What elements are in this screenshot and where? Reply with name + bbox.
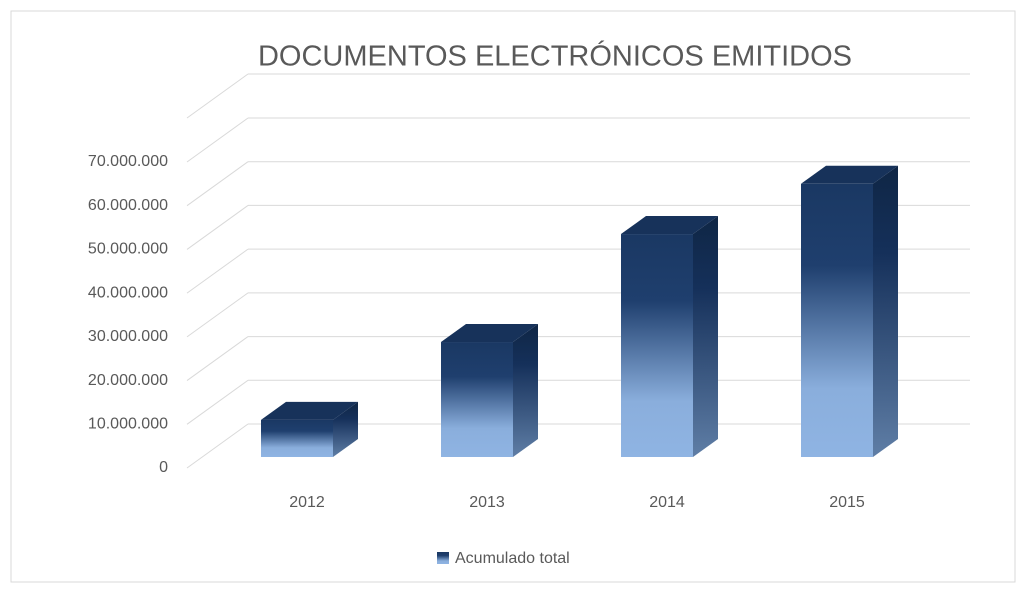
- grid-line-diagonal: [186, 336, 249, 381]
- grid-line-diagonal: [186, 379, 249, 425]
- y-tick-label: 20.000.000: [88, 372, 168, 389]
- y-tick-label: 30.000.000: [88, 328, 168, 345]
- y-tick-label: 40.000.000: [88, 284, 168, 301]
- y-tick-label: 0: [159, 459, 168, 476]
- grid-line-diagonal: [186, 161, 249, 207]
- y-tick-label: 10.000.000: [88, 416, 168, 433]
- bar-top: [261, 401, 358, 420]
- x-tick-label: 2012: [289, 494, 325, 511]
- bar-top: [441, 324, 538, 343]
- bar: [801, 183, 873, 458]
- y-tick-label: 50.000.000: [88, 241, 168, 258]
- bar-top: [621, 216, 718, 235]
- bar: [441, 342, 513, 457]
- bar-side: [513, 324, 538, 457]
- grid-line-diagonal: [186, 205, 249, 250]
- bar-side: [333, 401, 358, 457]
- legend-swatch: [437, 552, 449, 564]
- bar-top: [801, 165, 898, 184]
- grid-line-diagonal: [186, 248, 249, 294]
- bar-side: [693, 216, 718, 457]
- x-tick-label: 2013: [469, 494, 505, 511]
- legend-label: Acumulado total: [455, 550, 570, 567]
- chart-title: DOCUMENTOS ELECTRÓNICOS EMITIDOS: [258, 40, 852, 73]
- grid-line-diagonal: [186, 117, 249, 163]
- grid-line-diagonal: [186, 423, 249, 469]
- grid-line-diagonal: [186, 292, 249, 338]
- x-tick-label: 2014: [649, 494, 685, 511]
- y-tick-label: 60.000.000: [88, 197, 168, 214]
- x-tick-label: 2015: [829, 494, 865, 511]
- bar: [261, 419, 333, 457]
- bar: [621, 234, 693, 457]
- bar-side: [873, 165, 898, 458]
- y-tick-label: 70.000.000: [88, 153, 168, 170]
- wall-top-diagonal: [186, 73, 249, 119]
